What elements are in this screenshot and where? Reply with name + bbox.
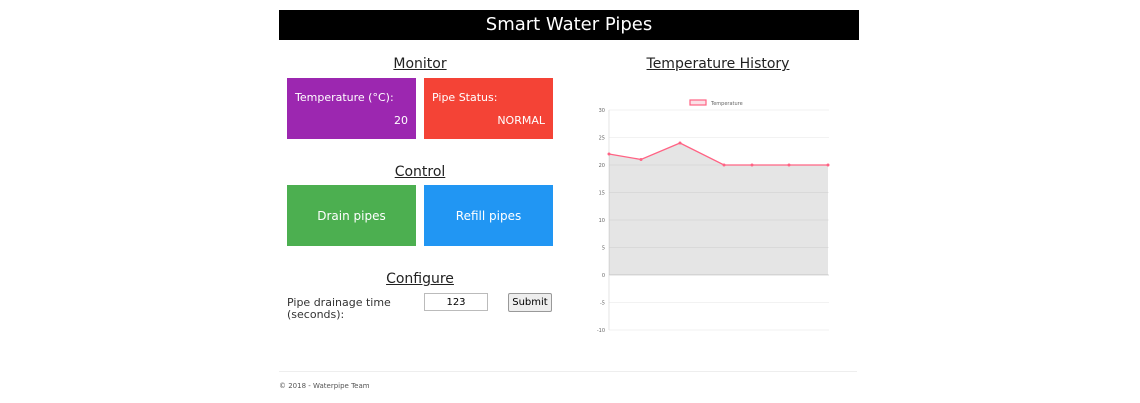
data-point [787,163,791,167]
series-area [609,143,828,275]
data-point [607,152,611,156]
chart-legend: Temperature [689,99,743,107]
temperature-tile: Temperature (°C): 20 [287,78,416,139]
configure-heading: Configure [386,271,454,287]
y-tick-label: 0 [602,273,605,279]
pipe-status-label: Pipe Status: [432,91,498,104]
y-tick-label: -10 [597,328,605,334]
history-heading: Temperature History [646,56,790,72]
refill-pipes-label: Refill pipes [455,208,522,223]
temperature-value: 20 [394,114,408,127]
temperature-chart: 30 25 20 15 10 5 0 -5 -10 Temperature [597,99,830,334]
y-tick-label: 5 [602,246,605,252]
app-header: Smart Water Pipes [279,10,859,40]
app-title: Smart Water Pipes [485,14,653,35]
y-tick-label: -5 [600,301,605,307]
drainage-time-input[interactable] [424,293,488,311]
data-point [678,141,682,145]
y-tick-label: 15 [599,191,605,197]
data-point [639,158,643,161]
legend-swatch [689,99,707,106]
data-point [722,163,726,167]
chart-grid [608,109,829,331]
drain-pipes-button[interactable]: Drain pipes [287,185,416,246]
footer-divider [279,371,857,372]
temperature-label: Temperature (°C): [295,91,394,104]
refill-pipes-button[interactable]: Refill pipes [424,185,553,246]
data-point [826,163,830,167]
y-tick-label: 25 [599,136,605,142]
control-heading: Control [394,164,446,180]
footer-text: © 2018 - Waterpipe Team [279,382,370,390]
y-tick-label: 20 [599,163,605,169]
monitor-heading: Monitor [393,56,447,72]
pipe-status-tile: Pipe Status: NORMAL [424,78,553,139]
chart-area-layer [609,143,828,275]
legend-label: Temperature [710,101,743,107]
chart-points [607,141,830,167]
drain-pipes-label: Drain pipes [317,208,386,223]
drainage-time-label: Pipe drainage time (seconds): [287,296,391,321]
y-tick-label: 30 [599,108,605,114]
pipe-status-value: NORMAL [497,114,545,127]
y-tick-labels: 30 25 20 15 10 5 0 -5 -10 [597,108,605,334]
submit-button[interactable]: Submit [508,293,552,312]
data-point [750,163,754,167]
y-tick-label: 10 [599,218,605,224]
